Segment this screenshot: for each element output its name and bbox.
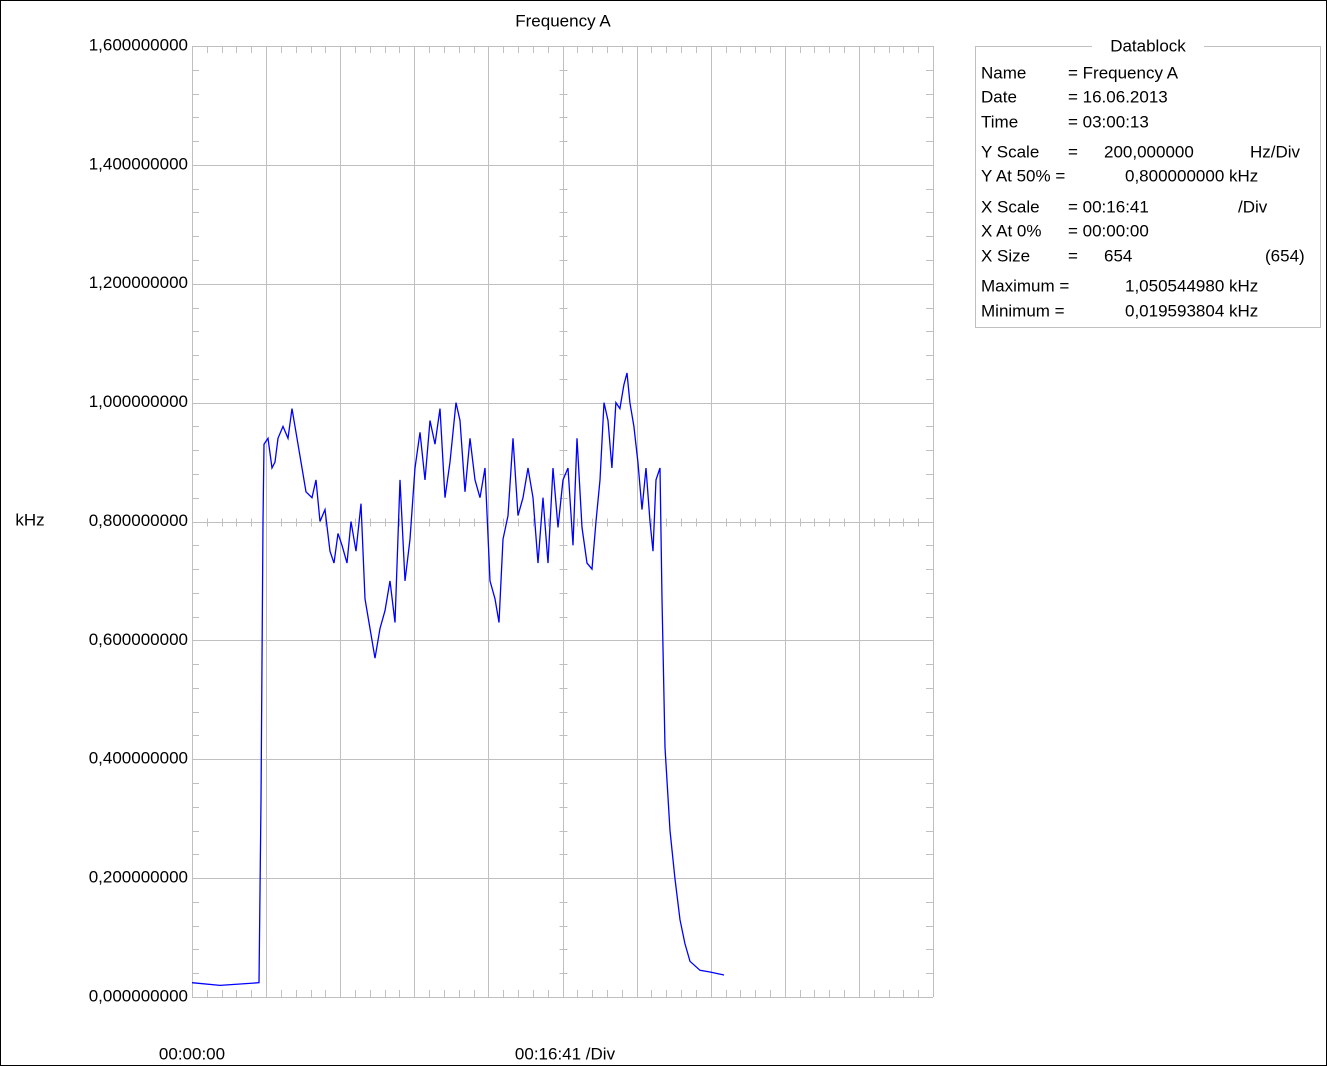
datablock-cell: Date — [981, 87, 1017, 106]
datablock-cell: 0,019593804 kHz — [1125, 301, 1258, 320]
datablock-cell: /Div — [1238, 197, 1268, 216]
y-tick-label: 0,200000000 — [89, 868, 188, 887]
datablock-cell: X At 0% — [981, 221, 1041, 240]
datablock-cell: = 00:00:00 — [1068, 221, 1149, 240]
datablock-cell: Hz/Div — [1250, 142, 1301, 161]
datablock-cell: = — [1068, 246, 1078, 265]
datablock-cell: Maximum = — [981, 276, 1069, 295]
datablock-cell: X Size — [981, 246, 1030, 265]
datablock-cell: Y Scale — [981, 142, 1039, 161]
y-tick-label: 0,800000000 — [89, 511, 188, 530]
y-tick-label: 1,000000000 — [89, 392, 188, 411]
datablock-cell: Time — [981, 112, 1018, 131]
datablock-cell: 654 — [1104, 246, 1132, 265]
datablock-cell: = 16.06.2013 — [1068, 87, 1168, 106]
datablock-cell: = Frequency A — [1068, 63, 1179, 82]
datablock-cell: 200,000000 — [1104, 142, 1194, 161]
datablock-cell: Name — [981, 63, 1026, 82]
data-line — [191, 372, 725, 987]
y-tick-label: 0,000000000 — [89, 986, 188, 1005]
datablock-cell: (654) — [1265, 246, 1305, 265]
datablock-cell: Minimum = — [981, 301, 1065, 320]
datablock-title: Datablock — [1110, 36, 1186, 55]
datablock-cell: X Scale — [981, 197, 1040, 216]
y-tick-label: 1,200000000 — [89, 273, 188, 292]
y-axis-label: kHz — [15, 510, 44, 529]
datablock-cell: = — [1068, 142, 1078, 161]
datablock-cell: = 03:00:13 — [1068, 112, 1149, 131]
datablock-cell: 1,050544980 kHz — [1125, 276, 1258, 295]
datablock-cell: Y At 50% = — [981, 166, 1065, 185]
datablock-cell: 0,800000000 kHz — [1125, 166, 1258, 185]
y-tick-label: 1,400000000 — [89, 154, 188, 173]
y-tick-label: 0,400000000 — [89, 749, 188, 768]
datablock-cell: = 00:16:41 — [1068, 197, 1149, 216]
datablock-title-bg — [1092, 36, 1204, 56]
chart-title: Frequency A — [515, 11, 611, 30]
y-tick-label: 0,600000000 — [89, 630, 188, 649]
y-tick-label: 1,600000000 — [89, 35, 188, 54]
x-scale-label: 00:16:41 /Div — [515, 1044, 616, 1063]
x-tick-label: 00:00:00 — [159, 1044, 225, 1063]
